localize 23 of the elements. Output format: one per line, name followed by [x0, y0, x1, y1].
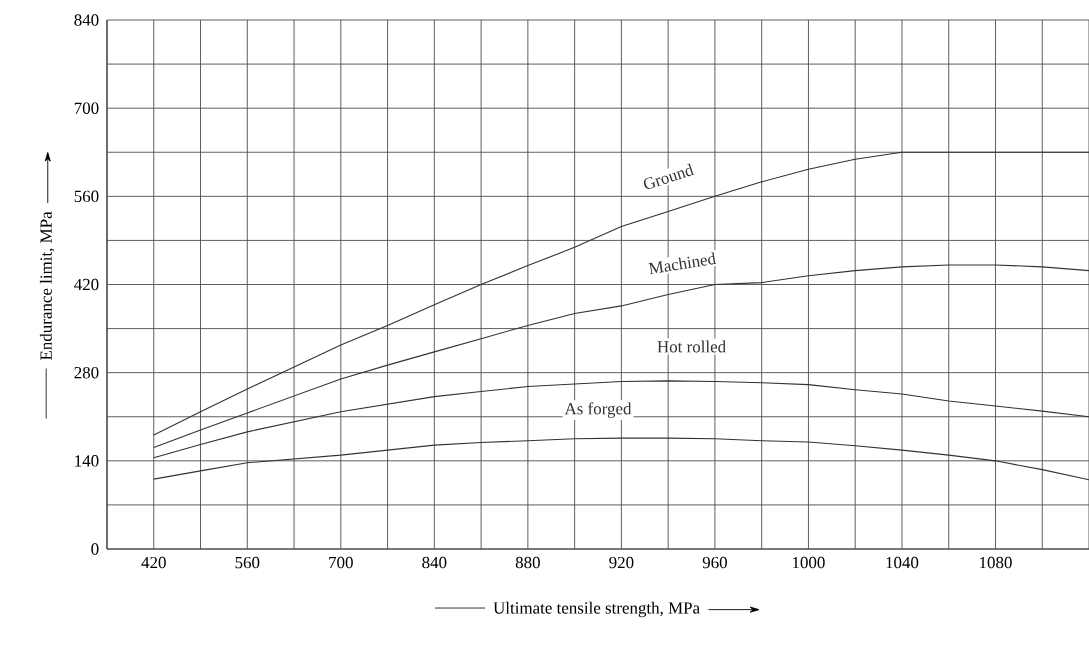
x-axis-title: Ultimate tensile strength, MPa	[493, 601, 700, 618]
y-tick-label: 560	[74, 190, 99, 203]
x-tick-label: 960	[702, 556, 727, 569]
x-tick-label: 1040	[886, 556, 919, 569]
y-tick-label: 280	[74, 366, 99, 379]
x-tick-label: 880	[515, 556, 540, 569]
y-tick-label: 0	[91, 543, 99, 555]
text: Ground	[643, 163, 695, 189]
y-axis-title: Endurance limit, MPa	[39, 211, 55, 361]
x-tick-label: 920	[609, 556, 634, 569]
y-tick-label: 840	[74, 14, 99, 26]
x-tick-label: 840	[422, 556, 447, 569]
x-tick-label: 1080	[980, 556, 1012, 569]
x-tick-label: 700	[329, 556, 353, 569]
y-tick-label: 700	[74, 102, 99, 114]
y-tick-label: 420	[74, 278, 99, 291]
text: Machined	[648, 252, 717, 275]
x-tick-label: 1000	[792, 556, 825, 569]
series-label: Hot rolled	[657, 340, 726, 353]
x-tick-label: 560	[235, 556, 260, 569]
series-label: As forged	[564, 402, 632, 418]
x-tick-label: 420	[141, 556, 166, 569]
y-tick-label: 140	[75, 455, 99, 467]
